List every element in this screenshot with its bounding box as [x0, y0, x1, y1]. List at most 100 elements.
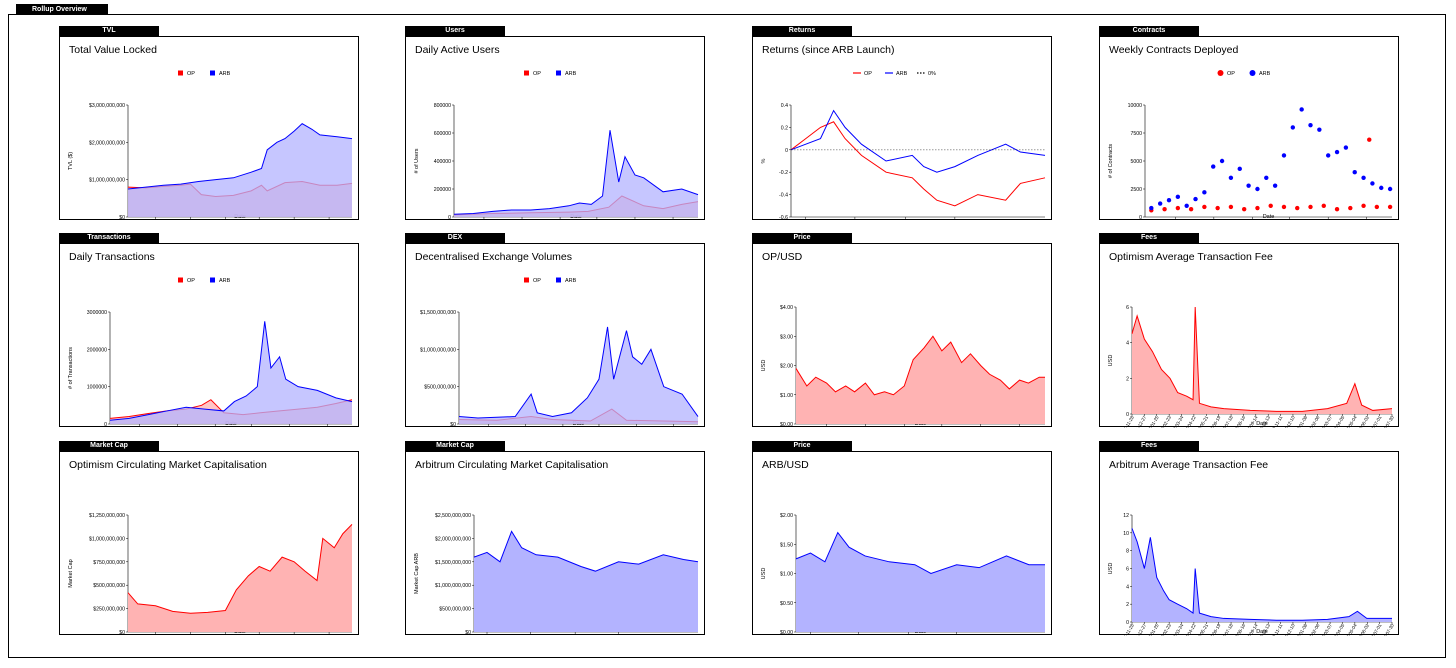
legend-swatch — [210, 277, 215, 283]
legend-swatch — [524, 70, 529, 76]
chart-box: Decentralised Exchange Volumes $0 $500,000… — [405, 243, 705, 428]
data-point — [1193, 196, 1198, 202]
data-point — [1228, 175, 1234, 180]
x-tick-label: 2023-07-01 — [1366, 623, 1382, 636]
y-tick-label: $3.00 — [780, 334, 793, 340]
y-tick-label: 10 — [1123, 531, 1129, 537]
y-axis-label: TVL ($) — [68, 152, 74, 170]
y-tick-label: 0.4 — [781, 103, 788, 109]
y-tick-label: 2 — [1126, 376, 1129, 382]
legend-swatch — [178, 277, 183, 283]
legend-label: OP — [187, 278, 195, 284]
x-tick-label: 2023-01-08 — [1292, 623, 1308, 636]
panel-tab[interactable]: Users — [405, 26, 505, 36]
data-point — [1387, 204, 1393, 210]
data-point — [1321, 203, 1326, 208]
data-point — [1387, 186, 1393, 192]
legend-swatch — [1217, 70, 1224, 76]
legend-label: OP — [187, 71, 195, 77]
legend-swatch — [210, 70, 215, 76]
chart-svg: 02500500075001000001/09/202201/11/202201… — [1108, 70, 1393, 221]
y-axis-label: USD — [1108, 563, 1114, 575]
chart-title: OP/USD — [762, 251, 803, 263]
panel-tab[interactable]: Market Cap — [59, 441, 159, 451]
data-point — [1361, 203, 1366, 208]
y-axis-label: % — [761, 158, 767, 163]
y-tick-label: $2,000,000,000 — [89, 140, 125, 146]
chart-svg: 020000040000060000080000001/09/202201/11… — [414, 70, 699, 221]
y-tick-label: $0 — [465, 630, 471, 636]
y-axis-label: # of Contracts — [1108, 144, 1114, 178]
panel-tab[interactable]: Returns — [752, 26, 852, 36]
y-axis-label: USD — [1108, 355, 1114, 367]
chart-box: Returns (since ARB Launch) -0.6 -0.4 -0.2 0 0… — [752, 36, 1052, 221]
x-tick-label: 2023-07-30 — [1379, 415, 1395, 428]
y-tick-label: -0.2 — [779, 170, 788, 176]
y-tick-label: 400000 — [434, 159, 451, 165]
chart-panel: Market Cap Optimism Circulating Market Ca… — [59, 441, 359, 636]
y-tick-label: $1,000,000,000 — [435, 583, 471, 589]
y-tick-label: 0 — [448, 215, 451, 221]
data-point — [1246, 183, 1251, 188]
data-point — [1219, 158, 1225, 164]
legend-swatch — [178, 70, 183, 76]
panel-tab[interactable]: Price — [752, 441, 852, 451]
panel-tab[interactable]: Transactions — [59, 233, 159, 243]
chart-box: Daily Transactions 0 1000000 2000000 3000000… — [59, 243, 359, 428]
data-point — [1166, 198, 1172, 203]
data-point — [1202, 204, 1207, 210]
y-tick-label: 6 — [1126, 567, 1129, 573]
data-point — [1290, 125, 1296, 130]
x-tick-label: 2022-04-22 — [1181, 623, 1197, 636]
x-axis-label: Date — [1263, 214, 1275, 220]
rollup-overview-tab[interactable]: Rollup Overview — [16, 4, 108, 15]
data-point — [1264, 175, 1269, 180]
x-tick-label: 2023-06-02 — [1354, 415, 1370, 428]
x-tick-label: 2022-11-11 — [1268, 415, 1284, 428]
series-line — [109, 321, 353, 421]
data-point — [1211, 164, 1216, 169]
chart-box: OP/USD$0.00$1.00$2.00$3.00$4.0001/09/202… — [752, 243, 1052, 428]
chart-box: Daily Active Users 0 200000 400000 600000 800… — [405, 36, 705, 221]
series-line — [1131, 306, 1393, 412]
x-tick-label: 2022-12-10 — [1280, 623, 1296, 636]
chart-svg: 010000002000000300000001/09/202201/11/20… — [68, 277, 353, 428]
x-tick-label: 2021-12-27 — [1131, 623, 1147, 636]
chart-title: Weekly Contracts Deployed — [1109, 44, 1239, 56]
chart-title: Decentralised Exchange Volumes — [415, 251, 573, 263]
chart-box: Weekly Contracts Deployed 0 2500 5000 7500 10… — [1099, 36, 1399, 221]
chart-svg: $0 $500,000,000 $1,000,000,000 $1,500,000,0… — [420, 277, 699, 428]
y-tick-label: $250,000,000 — [93, 607, 125, 613]
x-tick-label: 2023-04-05 — [1329, 415, 1345, 428]
data-point — [1188, 206, 1194, 212]
y-tick-label: 2500 — [1130, 187, 1142, 193]
dashboard-frame — [8, 14, 1446, 658]
data-point — [1325, 153, 1331, 158]
y-tick-label: $1.00 — [780, 393, 793, 399]
x-tick-label: 2022-03-24 — [1168, 415, 1184, 428]
x-tick-label: 2022-05-21 — [1193, 623, 1209, 636]
legend-label: ARB — [565, 71, 577, 77]
data-point — [1272, 183, 1278, 188]
legend-label: OP — [864, 71, 872, 77]
y-tick-label: $4.00 — [780, 305, 793, 311]
y-tick-label: $0.00 — [780, 422, 793, 428]
y-tick-label: $0 — [119, 630, 125, 636]
chart-title: ARB/USD — [762, 459, 809, 471]
panel-tab[interactable]: Fees — [1099, 441, 1199, 451]
x-tick-label: 2023-07-30 — [1379, 623, 1395, 636]
panel-tab[interactable]: Fees — [1099, 233, 1199, 243]
y-tick-label: 3000000 — [87, 310, 107, 316]
panel-tab[interactable]: Contracts — [1099, 26, 1199, 36]
panel-tab[interactable]: Market Cap — [405, 441, 505, 451]
panel-tab[interactable]: TVL — [59, 26, 159, 36]
data-point — [1202, 190, 1207, 195]
data-point — [1343, 145, 1349, 150]
panel-tab[interactable]: Price — [752, 233, 852, 243]
data-point — [1157, 201, 1163, 206]
y-tick-label: $500,000,000 — [93, 583, 125, 589]
y-tick-label: $500,000,000 — [424, 385, 456, 391]
panel-tab[interactable]: DEX — [405, 233, 505, 243]
y-tick-label: $1,250,000,000 — [89, 513, 125, 519]
y-tick-label: $0 — [119, 215, 125, 221]
